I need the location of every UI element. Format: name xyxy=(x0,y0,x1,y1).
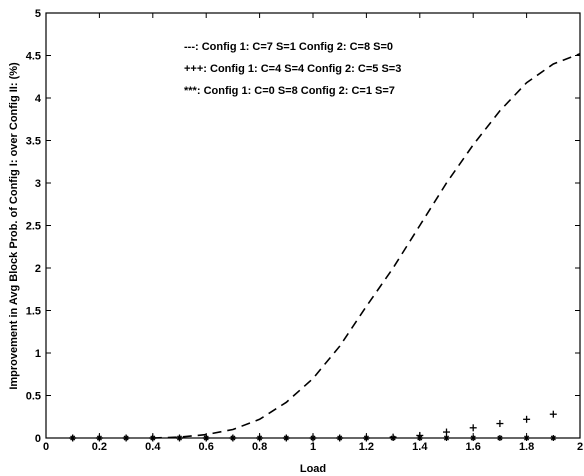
x-tick-label: 1.8 xyxy=(519,441,534,453)
x-tick-label: 1 xyxy=(310,441,316,453)
legend-entry: ---: Config 1: C=7 S=1 Config 2: C=8 S=0 xyxy=(184,41,393,53)
x-tick-label: 1.6 xyxy=(466,441,481,453)
x-tick-label: 0.8 xyxy=(252,441,267,453)
x-tick-label: 1.4 xyxy=(412,441,428,453)
y-axis-label: Improvement in Avg Block Prob. of Config… xyxy=(8,62,20,390)
y-tick-label: 0.5 xyxy=(26,391,41,403)
data-point-star xyxy=(523,435,530,441)
data-point-star xyxy=(283,435,290,441)
series-line xyxy=(152,53,581,439)
data-point-plus xyxy=(496,420,504,428)
plot-frame xyxy=(45,12,581,439)
x-tick-label: 0.4 xyxy=(145,441,161,453)
data-point-star xyxy=(69,435,76,441)
data-point-star xyxy=(96,435,103,441)
data-point-star xyxy=(256,435,263,441)
data-point-star xyxy=(443,435,450,441)
data-point-star xyxy=(229,435,236,441)
data-point-plus xyxy=(523,415,531,423)
y-tick-label: 2 xyxy=(35,263,41,275)
data-point-plus xyxy=(469,424,477,432)
x-tick-label: 0.2 xyxy=(92,441,107,453)
data-point-star xyxy=(390,435,397,441)
x-tick-label: 1.2 xyxy=(359,441,374,453)
legend-symbol: ***: xyxy=(184,85,201,97)
y-tick-label: 0 xyxy=(35,433,41,445)
legend-label: Config 1: C=4 S=4 Config 2: C=5 S=3 xyxy=(207,63,401,75)
data-point-star xyxy=(363,435,370,441)
y-tick-label: 5 xyxy=(35,8,41,20)
legend-symbol: +++: xyxy=(184,63,207,75)
legend-label: Config 1: C=7 S=1 Config 2: C=8 S=0 xyxy=(199,41,393,53)
data-point-plus xyxy=(443,428,450,436)
data-point-star xyxy=(203,435,210,441)
y-tick-label: 4 xyxy=(35,93,42,105)
legend-label: Config 1: C=0 S=8 Config 2: C=1 S=7 xyxy=(201,85,395,97)
data-point-star xyxy=(416,435,423,441)
y-tick-label: 3.5 xyxy=(26,136,41,148)
y-tick-label: 2.5 xyxy=(26,221,41,233)
data-point-star xyxy=(336,435,343,441)
data-point-star xyxy=(550,435,557,441)
y-tick-label: 1.5 xyxy=(26,306,41,318)
x-axis-label: Load xyxy=(300,463,326,475)
legend: ---: Config 1: C=7 S=1 Config 2: C=8 S=0… xyxy=(184,41,401,97)
legend-symbol: ---: xyxy=(184,41,199,53)
y-tick-label: 3 xyxy=(35,178,41,190)
data-point-plus xyxy=(549,410,557,418)
series-1 xyxy=(152,53,581,439)
data-point-star xyxy=(310,435,316,441)
data-point-star xyxy=(123,435,130,441)
series-layer xyxy=(69,53,581,442)
data-point-star xyxy=(470,435,477,441)
y-tick-label: 4.5 xyxy=(26,51,41,63)
x-tick-label: 0 xyxy=(43,441,49,453)
data-point-star xyxy=(176,435,183,441)
y-tick-label: 1 xyxy=(35,348,41,360)
axis-ticks: 0 0.2 0.4 0.6 0.8 1 1.2 1.4 1.6 1.8 2 0 0.5 1 1.5 2 2.5 3… xyxy=(26,8,583,453)
legend-entry: +++: Config 1: C=4 S=4 Config 2: C=5 S=3 xyxy=(184,63,401,75)
data-point-star xyxy=(496,435,503,441)
x-tick-label: 2 xyxy=(577,441,583,453)
x-tick-label: 0.6 xyxy=(199,441,214,453)
series-3 xyxy=(69,435,557,441)
legend-entry: ***: Config 1: C=0 S=8 Config 2: C=1 S=7 xyxy=(184,85,395,97)
data-point-star xyxy=(149,435,156,441)
